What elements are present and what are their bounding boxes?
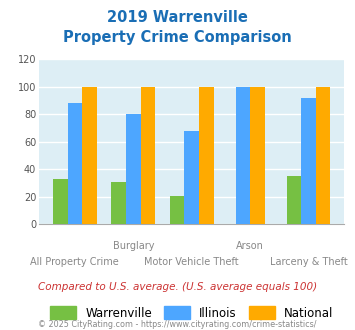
Text: © 2025 CityRating.com - https://www.cityrating.com/crime-statistics/: © 2025 CityRating.com - https://www.city… [38, 320, 317, 329]
Text: Motor Vehicle Theft: Motor Vehicle Theft [144, 257, 239, 267]
Bar [199, 87, 214, 224]
Bar [67, 103, 82, 224]
Bar [184, 131, 199, 224]
Text: Larceny & Theft: Larceny & Theft [270, 257, 348, 267]
Bar [250, 87, 265, 224]
Text: Burglary: Burglary [113, 241, 154, 251]
Bar [126, 115, 141, 224]
Text: Compared to U.S. average. (U.S. average equals 100): Compared to U.S. average. (U.S. average … [38, 282, 317, 292]
Bar [53, 179, 67, 224]
Bar [301, 98, 316, 224]
Bar [286, 176, 301, 224]
Bar [235, 87, 250, 224]
Bar [170, 195, 184, 224]
Text: Arson: Arson [236, 241, 264, 251]
Bar [141, 87, 155, 224]
Text: 2019 Warrenville: 2019 Warrenville [107, 10, 248, 25]
Legend: Warrenville, Illinois, National: Warrenville, Illinois, National [50, 306, 333, 319]
Text: All Property Crime: All Property Crime [31, 257, 119, 267]
Text: Property Crime Comparison: Property Crime Comparison [63, 30, 292, 45]
Bar [111, 182, 126, 224]
Bar [82, 87, 97, 224]
Bar [316, 87, 331, 224]
